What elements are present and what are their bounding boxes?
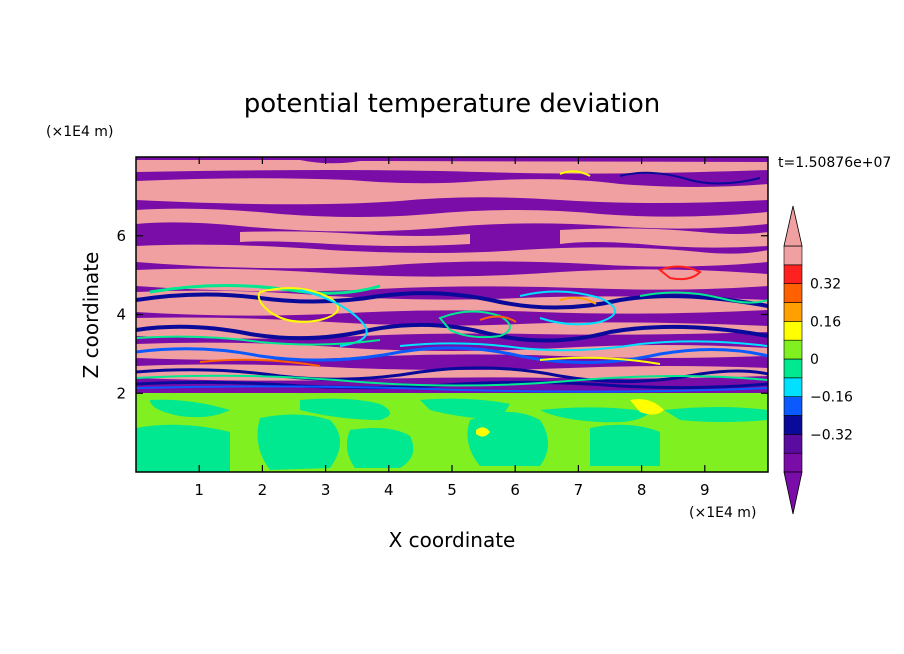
x-tick-label: 1 xyxy=(194,481,204,499)
colorbar-segment xyxy=(783,283,803,303)
colorbar-label: −0.16 xyxy=(810,390,853,406)
x-tick-label: 9 xyxy=(700,481,710,499)
x-tick-label: 7 xyxy=(574,481,584,499)
y-tick-label: 2 xyxy=(116,384,126,402)
x-tick-label: 2 xyxy=(258,481,268,499)
x-axis-title: X coordinate xyxy=(389,528,516,552)
colorbar-segment xyxy=(783,245,803,266)
colorbar-segment xyxy=(783,321,803,341)
y-axis-title: Z coordinate xyxy=(79,252,103,379)
colorbar-label: 0.16 xyxy=(810,314,841,330)
colorbar-segment xyxy=(783,377,803,397)
x-axis: 1 2 3 4 5 6 7 8 9 xyxy=(194,157,710,499)
x-tick-label: 4 xyxy=(384,481,394,499)
colorbar-label: 0 xyxy=(810,352,819,368)
colorbar-segment xyxy=(783,396,803,416)
colorbar xyxy=(783,205,803,515)
x-unit-label: (×1E4 m) xyxy=(689,505,756,521)
y-tick-label: 4 xyxy=(116,306,126,324)
x-tick-label: 6 xyxy=(510,481,520,499)
x-tick-label: 5 xyxy=(447,481,457,499)
colorbar-segment xyxy=(783,264,803,284)
y-tick-label: 6 xyxy=(116,227,126,245)
y-unit-label: (×1E4 m) xyxy=(46,124,113,140)
colorbar-extend-min xyxy=(783,471,803,515)
colorbar-segment xyxy=(783,434,803,454)
colorbar-label: 0.32 xyxy=(810,277,841,293)
colorbar-extend-max xyxy=(783,205,803,247)
colorbar-segment xyxy=(783,415,803,435)
chart-title: potential temperature deviation xyxy=(244,89,660,119)
colorbar-label: −0.32 xyxy=(810,427,853,443)
colorbar-segment xyxy=(783,358,803,379)
colorbar-segment xyxy=(783,452,803,473)
x-tick-label: 8 xyxy=(637,481,647,499)
colorbar-segment xyxy=(783,339,803,360)
time-label: t=1.50876e+07 xyxy=(778,155,891,171)
colorbar-segment xyxy=(783,302,803,322)
contour-field xyxy=(136,157,768,472)
x-tick-label: 3 xyxy=(321,481,331,499)
y-axis: 2 4 6 xyxy=(116,227,768,402)
colorbar-labels: 0.32 0.16 0 −0.16 −0.32 xyxy=(810,277,853,444)
